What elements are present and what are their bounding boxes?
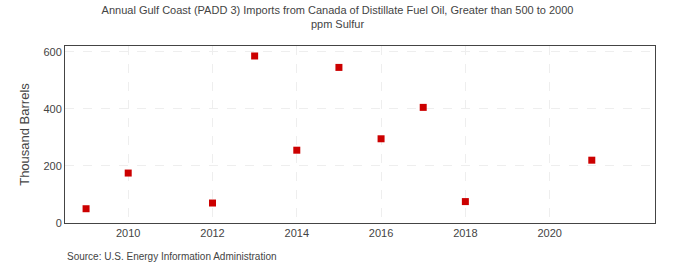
svg-text:Thousand Barrels: Thousand Barrels bbox=[17, 83, 32, 186]
svg-text:2010: 2010 bbox=[116, 227, 140, 239]
svg-text:600: 600 bbox=[43, 46, 61, 58]
svg-text:2020: 2020 bbox=[537, 227, 561, 239]
svg-text:Source: U.S. Energy Informatio: Source: U.S. Energy Information Administ… bbox=[67, 251, 277, 262]
svg-text:2014: 2014 bbox=[285, 227, 309, 239]
svg-text:0: 0 bbox=[56, 217, 62, 229]
svg-text:2016: 2016 bbox=[369, 227, 393, 239]
svg-text:200: 200 bbox=[43, 160, 61, 172]
svg-text:Annual Gulf Coast (PADD 3) Imp: Annual Gulf Coast (PADD 3) Imports from … bbox=[102, 4, 574, 30]
svg-text:2012: 2012 bbox=[200, 227, 224, 239]
svg-text:400: 400 bbox=[43, 103, 61, 115]
svg-text:2018: 2018 bbox=[453, 227, 477, 239]
